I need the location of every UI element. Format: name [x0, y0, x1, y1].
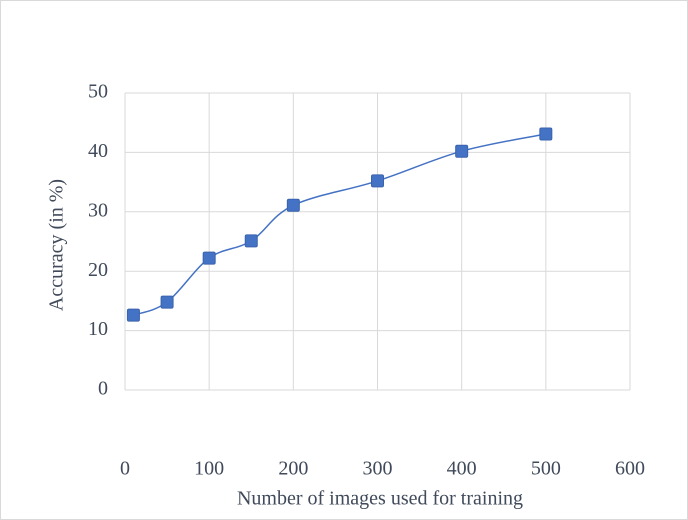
y-tick-label: 10: [88, 318, 108, 340]
data-point: [371, 174, 384, 188]
x-tick-label: 600: [615, 458, 645, 480]
y-axis-title: Accuracy (in %): [46, 179, 68, 311]
x-axis-title: Number of images used for training: [237, 488, 523, 510]
x-tick-label: 100: [194, 458, 224, 480]
data-point: [202, 251, 216, 265]
data-point: [455, 144, 469, 158]
x-tick-label: 200: [278, 458, 308, 480]
data-point: [539, 127, 553, 141]
x-tick-label: 500: [531, 458, 561, 480]
y-tick-label: 0: [98, 378, 108, 400]
y-tick-label: 30: [88, 199, 108, 221]
y-tick-label: 20: [88, 259, 108, 281]
data-point: [126, 308, 140, 322]
y-tick-label: 40: [88, 140, 108, 162]
x-tick-label: 0: [120, 458, 130, 480]
data-point: [160, 295, 174, 309]
y-tick-label: 50: [88, 81, 108, 103]
data-point: [244, 234, 258, 248]
x-tick-label: 300: [363, 458, 393, 480]
data-point: [286, 198, 300, 212]
x-tick-label: 400: [447, 458, 477, 480]
